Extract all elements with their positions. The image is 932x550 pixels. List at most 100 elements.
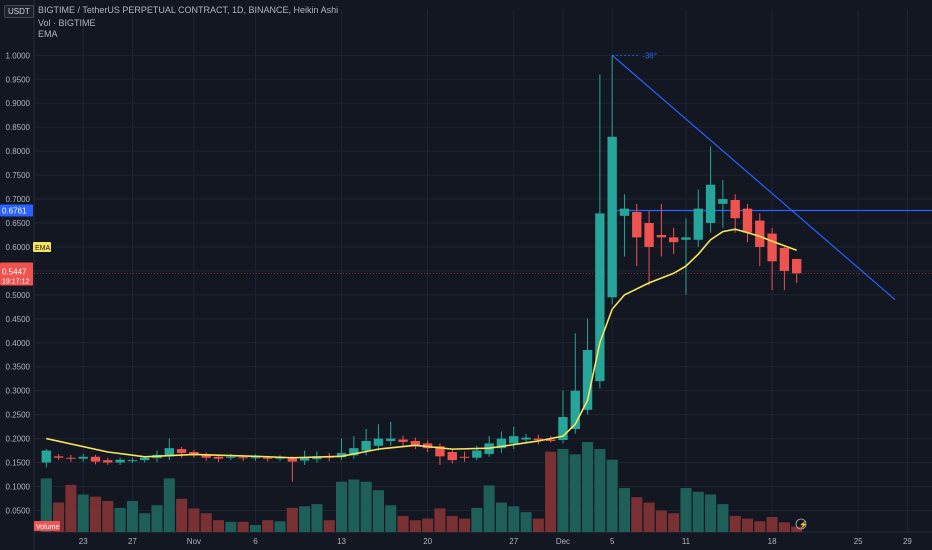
x-tick-label: Dec (556, 537, 570, 546)
volume-bar (618, 488, 631, 532)
y-tick-label: 0.7500 (6, 171, 31, 180)
volume-bar (495, 502, 507, 532)
x-tick-label: 27 (128, 537, 137, 546)
volume-bar (299, 506, 311, 532)
candle-body (792, 258, 802, 274)
candle-body (201, 454, 211, 458)
candle-body (472, 450, 482, 458)
volume-bar (163, 478, 175, 532)
x-tick-label: 27 (509, 537, 518, 546)
volume-bar (705, 494, 717, 532)
volume-bar (176, 498, 188, 532)
volume-bar (778, 522, 790, 532)
currency-label[interactable]: USDT (4, 5, 34, 18)
x-tick-label: 6 (253, 537, 258, 546)
candle-body (349, 448, 359, 456)
volume-bar (40, 478, 52, 532)
volume-bar (680, 488, 692, 532)
trendline (611, 54, 896, 301)
volume-bar (212, 520, 225, 532)
level-price-tag-bg (0, 204, 33, 217)
volume-bar (139, 513, 151, 532)
volume-bar (631, 497, 643, 532)
candle-body (718, 199, 728, 204)
x-tick-label: 13 (337, 537, 346, 546)
volume-bar (348, 479, 360, 532)
volume-bar (397, 515, 409, 532)
y-tick-label: 0.3500 (6, 363, 31, 372)
countdown-timer: 19:17:12 (2, 278, 29, 285)
volume-bar (766, 517, 778, 532)
volume-bar (372, 490, 384, 532)
ema-tag: EMA (35, 245, 51, 252)
volume-bar (323, 520, 335, 532)
candle-body (545, 439, 556, 441)
candle-body (570, 390, 580, 430)
y-tick-label: 0.1500 (6, 459, 31, 468)
y-tick-label: 0.6500 (6, 219, 31, 228)
volume-tag: Volume (36, 524, 59, 531)
candle-body (656, 234, 667, 238)
volume-bar (225, 521, 237, 532)
volume-bar (459, 518, 471, 532)
volume-bar (249, 525, 261, 532)
y-tick-label: 0.2000 (6, 435, 31, 444)
volume-bar (754, 521, 766, 532)
volume-bar (89, 496, 102, 532)
volume-bar (237, 521, 249, 532)
y-tick-label: 0.4500 (6, 315, 31, 324)
candle-body (336, 452, 347, 458)
x-tick-label: 23 (79, 537, 88, 546)
volume-bar (557, 448, 569, 532)
volume-bar (483, 485, 495, 532)
volume-bar (151, 505, 163, 532)
candle-body (115, 459, 125, 463)
y-tick-label: 0.9000 (6, 99, 31, 108)
y-tick-label: 0.7000 (6, 195, 31, 204)
candle-body (730, 200, 740, 219)
volume-bar (274, 521, 286, 532)
candle-body (176, 449, 187, 453)
candle-body (595, 213, 605, 382)
candle-body (435, 446, 445, 457)
x-tick-label: 25 (854, 537, 863, 546)
candle-body (767, 233, 777, 262)
candle-body (705, 184, 716, 224)
candle-body (693, 208, 703, 240)
candle-body (53, 456, 64, 458)
volume-bar (262, 520, 274, 532)
candle-body (299, 457, 310, 461)
x-tick-label: 20 (423, 537, 432, 546)
candle-body (90, 456, 101, 462)
candle-body (521, 437, 531, 440)
y-tick-label: 0.2500 (6, 411, 31, 420)
x-tick-label: 18 (768, 537, 777, 546)
candle-body (164, 448, 174, 457)
y-tick-label: 0.8500 (6, 123, 31, 132)
volume-bar (77, 494, 89, 532)
last-price-tag: 0.5447 (2, 267, 27, 276)
candle-body (509, 436, 519, 444)
volume-bar (114, 507, 126, 532)
y-tick-label: 0.4000 (6, 339, 31, 348)
candle-body (287, 458, 298, 462)
volume-bar (741, 518, 754, 532)
y-tick-label: 1.0000 (6, 51, 31, 60)
volume-bar (422, 518, 434, 532)
y-tick-label: 0.9500 (6, 75, 31, 84)
volume-bar (409, 520, 421, 532)
y-tick-label: 0.1000 (6, 482, 31, 491)
candle-body (250, 457, 261, 459)
y-tick-label: 0.6000 (6, 243, 31, 252)
x-tick-label: 29 (903, 537, 912, 546)
volume-bar (53, 502, 65, 532)
candle-body (496, 438, 507, 449)
candle-body (447, 451, 457, 461)
volume-bar (520, 512, 532, 532)
volume-bar (532, 518, 544, 532)
candle-body (607, 136, 617, 298)
volume-bar (791, 526, 803, 532)
volume-bar (643, 502, 655, 532)
